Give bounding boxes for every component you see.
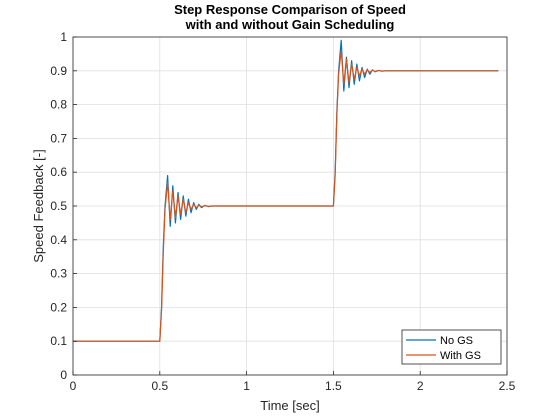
y-tick-label: 0.7 <box>50 131 67 145</box>
x-tick-label: 2 <box>417 379 424 393</box>
x-tick-label: 0 <box>70 379 77 393</box>
y-axis-label: Speed Feedback [-] <box>31 149 46 262</box>
y-tick-label: 1 <box>60 30 67 44</box>
y-tick-label: 0.5 <box>50 199 67 213</box>
x-tick-label: 2.5 <box>499 379 516 393</box>
series-line-no-gs <box>73 39 499 342</box>
series-line-with-gs <box>73 49 499 342</box>
y-tick-label: 0.3 <box>50 267 67 281</box>
x-tick-label: 0.5 <box>151 379 168 393</box>
chart-title-line-1: Step Response Comparison of Speed <box>174 2 406 17</box>
y-tick-label: 0.8 <box>50 98 67 112</box>
chart-title-line-2: with and without Gain Scheduling <box>185 17 395 32</box>
y-tick-label: 0.6 <box>50 165 67 179</box>
x-axis-label: Time [sec] <box>260 398 319 413</box>
series-lines <box>73 39 499 342</box>
legend-label-with-gs: With GS <box>440 350 481 362</box>
axis-ticks: 0 0.5 1 1.5 2 2.5 0 0.1 0.2 0.3 0.4 0.5 0.6 0.7 0.8 0.9… <box>50 30 515 393</box>
y-tick-label: 0 <box>60 368 67 382</box>
y-tick-label: 0.4 <box>50 233 67 247</box>
x-tick-label: 1.5 <box>325 379 342 393</box>
legend-label-no-gs: No GS <box>440 335 473 347</box>
x-tick-label: 1 <box>243 379 250 393</box>
legend: No GS With GS <box>401 329 502 365</box>
y-tick-label: 0.2 <box>50 300 67 314</box>
y-tick-label: 0.1 <box>50 334 67 348</box>
y-tick-label: 0.9 <box>50 64 67 78</box>
legend-box <box>401 329 502 365</box>
